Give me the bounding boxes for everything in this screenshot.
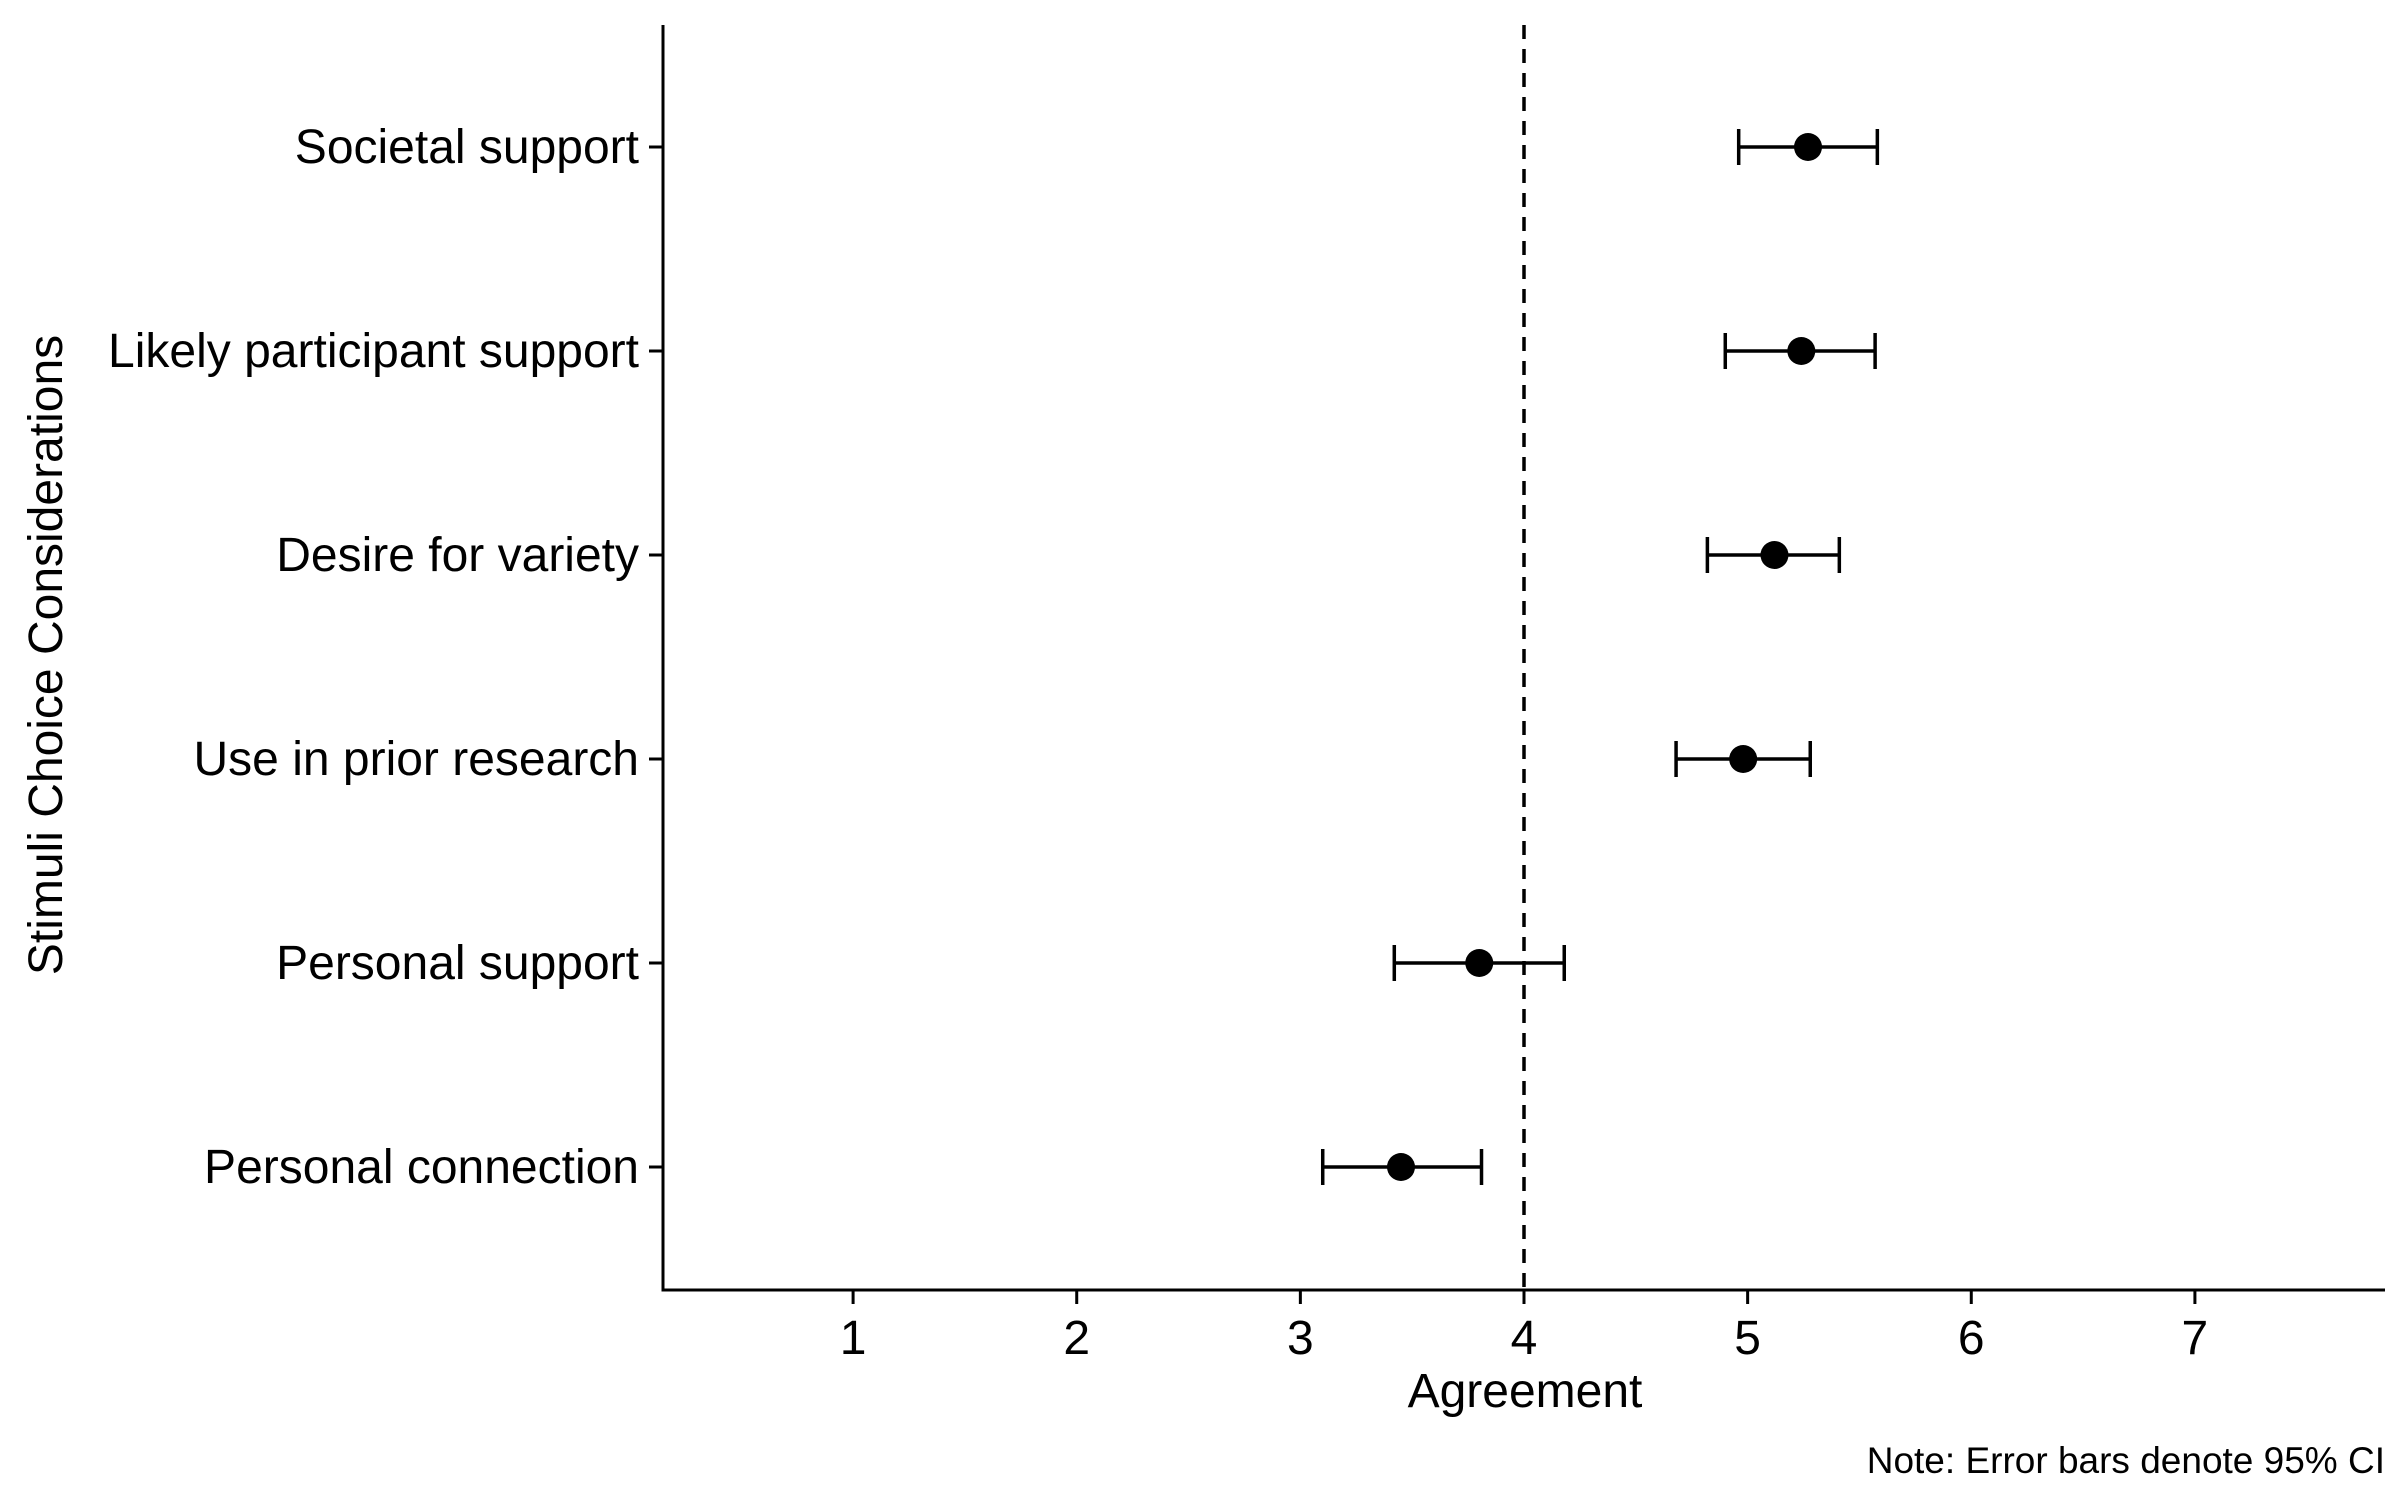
- plot-area: 1 2 3 4 5 6 7 Societal support Likely participan…: [108, 25, 2385, 1365]
- mean-point: [1794, 133, 1823, 161]
- x-tick-label: 7: [2182, 1312, 2209, 1365]
- mean-point: [1387, 1153, 1415, 1181]
- category-label: Societal support: [295, 121, 639, 174]
- category-label: Desire for variety: [276, 529, 639, 582]
- x-tick-label: 4: [1511, 1312, 1538, 1365]
- x-tick-label: 2: [1063, 1312, 1090, 1365]
- y-axis-title: Stimuli Choice Considerations: [20, 335, 73, 975]
- x-tick-label: 6: [1958, 1312, 1985, 1365]
- mean-point: [1465, 949, 1494, 977]
- mean-point: [1729, 745, 1758, 773]
- category-label: Use in prior research: [194, 733, 640, 786]
- x-tick-label: 1: [840, 1312, 867, 1365]
- x-axis-title: Agreement: [1408, 1365, 1643, 1418]
- mean-point: [1760, 541, 1789, 569]
- mean-point: [1787, 337, 1816, 365]
- x-tick-label: 3: [1287, 1312, 1314, 1365]
- category-label: Personal connection: [204, 1141, 639, 1194]
- category-label: Likely participant support: [108, 325, 639, 378]
- category-label: Personal support: [276, 937, 639, 990]
- x-tick-label: 5: [1734, 1312, 1761, 1365]
- caption-note: Note: Error bars denote 95% CI: [1867, 1440, 2385, 1481]
